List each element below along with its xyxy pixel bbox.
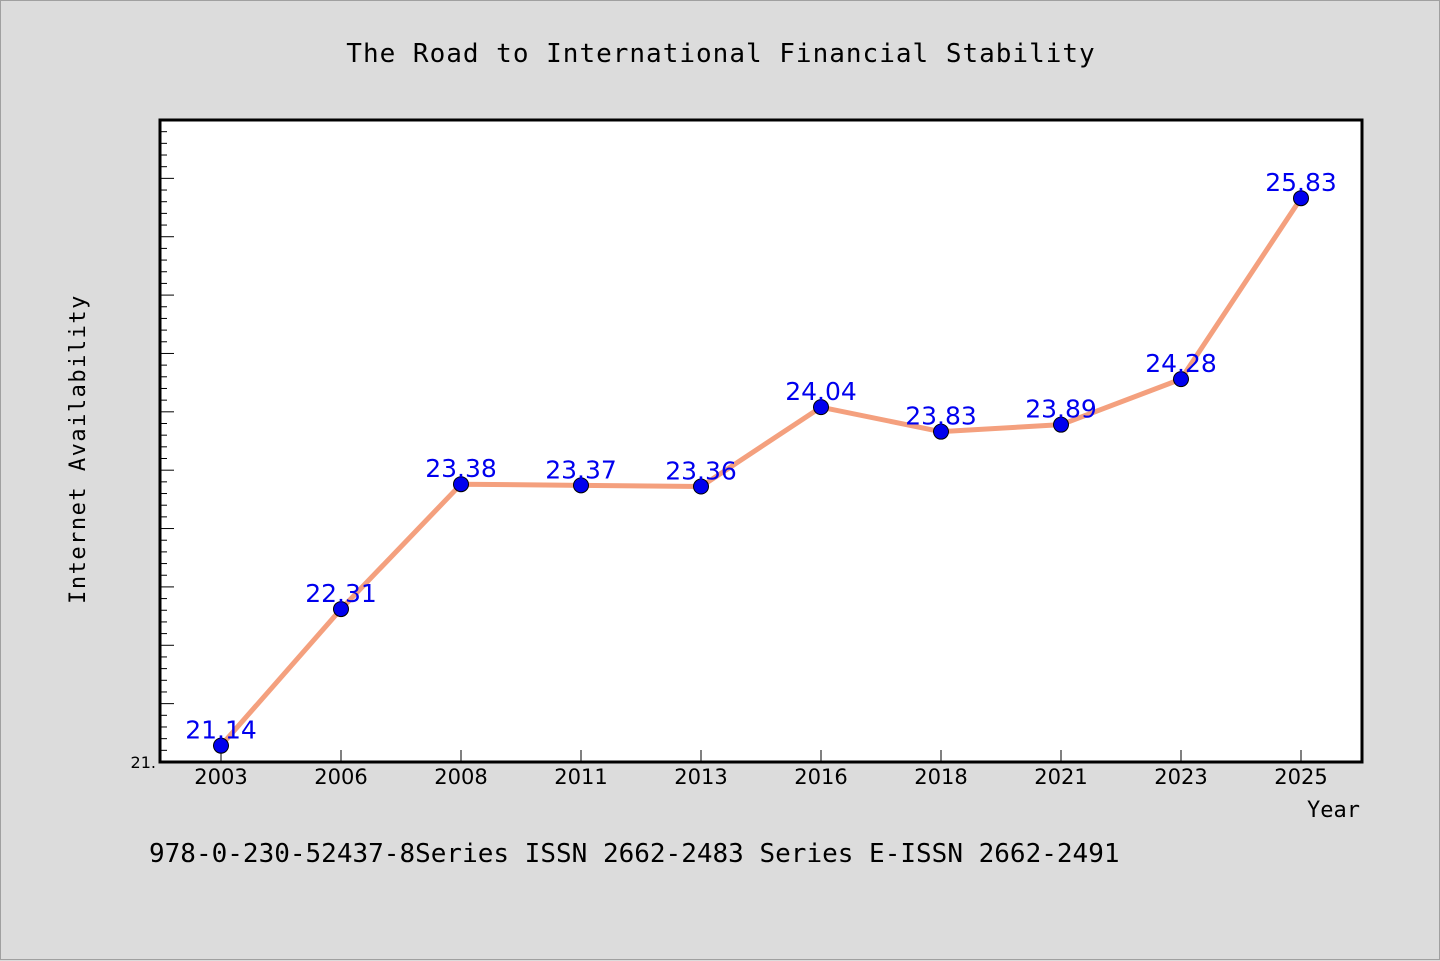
data-point [1053,416,1069,433]
x-axis-tick-labels: 2003 2006 2008 2011 2013 2016 2018 2021 2023 2025 [194,765,1327,789]
series-line [218,195,1304,749]
x-tick-label: 2006 [314,765,367,789]
data-point [1293,190,1309,207]
data-point [693,478,709,495]
data-label: 24.28 [1145,349,1217,378]
data-point [213,737,229,754]
x-tick-label: 2021 [1034,765,1087,789]
plot-area [158,118,1364,764]
data-point [933,423,949,440]
x-tick-label: 2011 [554,765,607,789]
data-label: 23.37 [545,455,617,484]
y-axis-label: Internet Availability [66,294,91,604]
x-tick-label: 2025 [1274,765,1327,789]
data-point [333,601,349,618]
x-tick-label: 2023 [1154,765,1207,789]
data-label: 23.38 [425,454,497,483]
data-label: 23.89 [1025,395,1097,424]
footer-isbn-text: 978-0-230-52437-8Series ISSN 2662-2483 S… [149,839,1120,869]
data-point [813,399,829,416]
x-tick-label: 2013 [674,765,727,789]
series: 21.14 22.31 23.38 23.37 23.36 24.04 23.83 23.89… [185,168,1337,754]
x-tick-label: 2018 [914,765,967,789]
y-tick-label: 21. [131,753,156,772]
data-label: 25.83 [1265,168,1337,197]
chart-title: The Road to International Financial Stab… [346,39,1095,69]
data-label: 22.31 [305,579,377,608]
x-tick-label: 2003 [194,765,247,789]
x-tick-label: 2016 [794,765,847,789]
data-point [573,477,589,494]
x-tick-label: 2008 [434,765,487,789]
data-label: 23.36 [665,457,737,486]
data-point [453,476,469,493]
data-point [1173,371,1189,388]
data-label: 23.83 [905,402,977,431]
data-label: 21.14 [185,716,257,745]
y-axis-ticks [160,131,174,763]
x-axis-label: Year [1307,798,1360,823]
x-axis-ticks [220,750,1302,762]
data-label: 24.04 [785,377,857,406]
